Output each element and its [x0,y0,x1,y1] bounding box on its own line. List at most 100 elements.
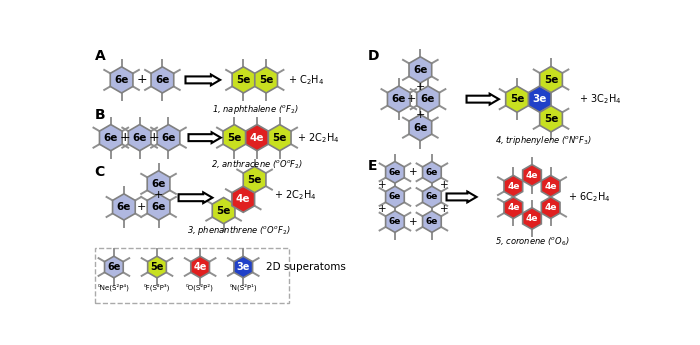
Text: 5e: 5e [228,132,241,142]
Polygon shape [504,175,523,197]
Text: 6e: 6e [389,193,401,201]
Polygon shape [232,186,255,212]
Text: +: + [148,131,160,144]
Polygon shape [232,67,255,93]
Text: +: + [440,204,449,214]
Text: +: + [378,180,387,190]
Polygon shape [99,125,122,151]
Text: ⁰Ne(S²P⁴): ⁰Ne(S²P⁴) [98,283,130,291]
Text: 6e: 6e [391,94,406,104]
Text: 4e: 4e [545,203,557,212]
Text: 6e: 6e [161,132,176,142]
Text: 5e: 5e [237,75,251,85]
Text: +: + [120,131,130,144]
Polygon shape [151,67,174,93]
Polygon shape [386,211,405,233]
Polygon shape [528,86,551,112]
Polygon shape [128,125,151,151]
Polygon shape [386,186,405,208]
Text: C: C [94,165,105,179]
Polygon shape [388,86,410,112]
Text: 5e: 5e [216,206,231,216]
Text: +: + [416,82,425,92]
Text: + 3C$_2$H$_4$: + 3C$_2$H$_4$ [580,92,622,106]
Text: +: + [407,94,416,104]
Text: 6e: 6e [155,75,169,85]
Text: + 2C$_2$H$_4$: + 2C$_2$H$_4$ [274,188,316,202]
Text: 5e: 5e [247,175,262,185]
Text: ⁰O(S²P²): ⁰O(S²P²) [186,283,214,291]
Text: 6e: 6e [132,132,147,142]
Text: 6e: 6e [426,217,438,226]
Polygon shape [178,192,213,203]
Text: 4, triphenylene ($^o$N$^o$F$_3$): 4, triphenylene ($^o$N$^o$F$_3$) [495,134,592,147]
Polygon shape [188,132,220,143]
Polygon shape [244,167,266,193]
Polygon shape [113,194,135,220]
Text: +: + [136,202,146,212]
Polygon shape [148,256,167,278]
Polygon shape [505,86,528,112]
Polygon shape [223,125,246,151]
Text: 6e: 6e [426,193,438,201]
Text: 1, naphthalene ($^o$F$_2$): 1, naphthalene ($^o$F$_2$) [211,103,298,116]
Polygon shape [541,175,560,197]
Polygon shape [416,86,440,112]
Polygon shape [466,94,499,105]
Text: +: + [416,110,425,120]
Polygon shape [147,171,170,197]
Text: 6e: 6e [389,217,401,226]
Text: 4e: 4e [507,203,519,212]
Text: 6e: 6e [413,122,428,132]
Polygon shape [423,186,441,208]
Text: 6e: 6e [117,202,131,212]
Polygon shape [409,57,432,83]
Text: 6e: 6e [151,179,166,189]
Text: + 6C$_2$H$_4$: + 6C$_2$H$_4$ [568,190,610,204]
Text: 5e: 5e [510,94,524,104]
Text: +: + [136,73,147,86]
Polygon shape [409,115,432,141]
Text: 6e: 6e [104,132,118,142]
Polygon shape [157,125,180,151]
Polygon shape [104,256,123,278]
Text: 4e: 4e [236,194,251,204]
Text: 5e: 5e [544,75,558,85]
Text: 2, anthracene ($^o$O$^o$F$_2$): 2, anthracene ($^o$O$^o$F$_2$) [211,158,303,171]
Polygon shape [423,211,441,233]
Polygon shape [523,165,541,186]
Text: 2D superatoms: 2D superatoms [266,262,346,272]
Text: 6e: 6e [389,168,401,177]
Text: +: + [440,180,449,190]
Text: 5e: 5e [544,114,558,124]
Text: + 2C$_2$H$_4$: + 2C$_2$H$_4$ [297,131,339,145]
Text: 4e: 4e [526,214,538,223]
Text: 3, phenanthrene ($^o$O$^o$F$_2$): 3, phenanthrene ($^o$O$^o$F$_2$) [188,224,290,237]
Text: 5e: 5e [272,132,287,142]
Text: 5e: 5e [259,75,273,85]
Text: B: B [94,108,105,122]
Text: 5, coronene ($^o$O$_6$): 5, coronene ($^o$O$_6$) [495,235,569,248]
Text: +: + [154,190,163,200]
Polygon shape [541,197,560,218]
Polygon shape [234,256,253,278]
Text: ⁰N(S²P¹): ⁰N(S²P¹) [230,283,257,291]
Text: D: D [368,49,379,63]
Text: +: + [409,167,418,177]
Text: 6e: 6e [413,65,428,75]
Text: +: + [409,217,418,227]
Text: 4e: 4e [250,132,265,142]
Polygon shape [423,161,441,183]
Text: 5e: 5e [150,262,164,272]
Polygon shape [246,125,268,151]
Text: 4e: 4e [507,182,519,191]
Text: 3e: 3e [533,94,547,104]
Polygon shape [504,197,523,218]
Polygon shape [447,191,477,202]
Text: 4e: 4e [545,182,557,191]
Polygon shape [523,208,541,229]
FancyBboxPatch shape [94,248,288,303]
Text: E: E [368,159,377,173]
Text: 4e: 4e [526,171,538,180]
Text: +: + [378,204,387,214]
